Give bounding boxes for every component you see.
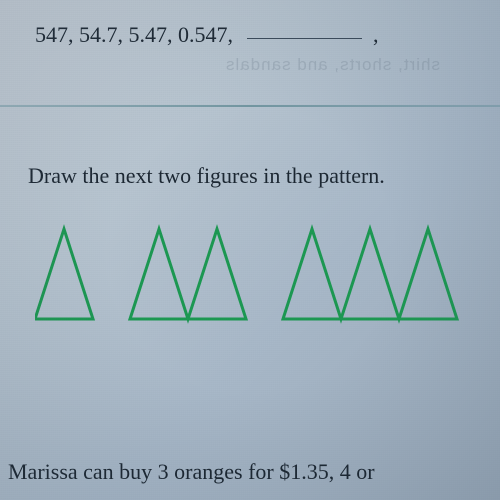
pattern-svg: [35, 224, 475, 324]
sequence-numbers: 547, 54.7, 5.47, 0.547,: [35, 22, 233, 47]
blank-line-1: [247, 38, 362, 39]
comma-separator: ,: [373, 22, 379, 47]
number-sequence-row: 547, 54.7, 5.47, 0.547, ,: [35, 22, 480, 48]
instruction-text: Draw the next two figures in the pattern…: [28, 163, 480, 189]
section-divider: [0, 105, 500, 107]
bottom-cutoff-text: Marissa can buy 3 oranges for $1.35, 4 o…: [8, 459, 375, 485]
ghost-reverse-text: shirt, shorts, and sandals: [225, 55, 440, 75]
triangle-pattern: [35, 224, 480, 329]
